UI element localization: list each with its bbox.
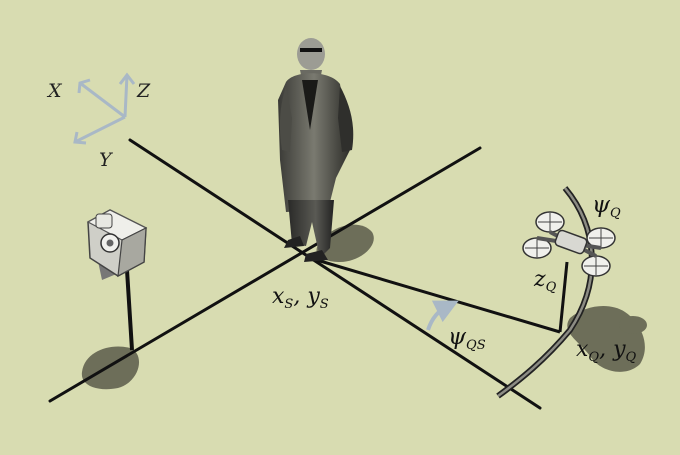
- frame-y-arrow: [74, 115, 126, 144]
- coordinate-frame-legend: [73, 72, 136, 145]
- drone-position-label: xQ, yQ: [576, 337, 637, 365]
- frame-x-label: X: [46, 80, 63, 102]
- relative-heading-arc: [426, 300, 459, 331]
- frame-z-label: Z: [136, 80, 151, 102]
- camera-icon: [86, 209, 148, 351]
- person-icon: [278, 38, 354, 262]
- drone-shadow-rotor: [619, 316, 647, 334]
- frame-y-label: Y: [99, 149, 114, 171]
- relative-heading-label: ψQS: [448, 324, 486, 353]
- drone-heading-label: ψQ: [592, 192, 621, 221]
- frame-x-arrow: [79, 81, 126, 119]
- drone-icon: [522, 211, 616, 333]
- ground-axes: [48, 138, 542, 410]
- ground-axis-1: [128, 138, 542, 410]
- drone-altitude-label: zQ: [533, 267, 557, 295]
- subject-position-label: xS, yS: [272, 284, 329, 312]
- subject-drone-line: [309, 256, 561, 334]
- frame-z-arrow: [123, 74, 129, 118]
- ground-axis-2: [48, 146, 482, 403]
